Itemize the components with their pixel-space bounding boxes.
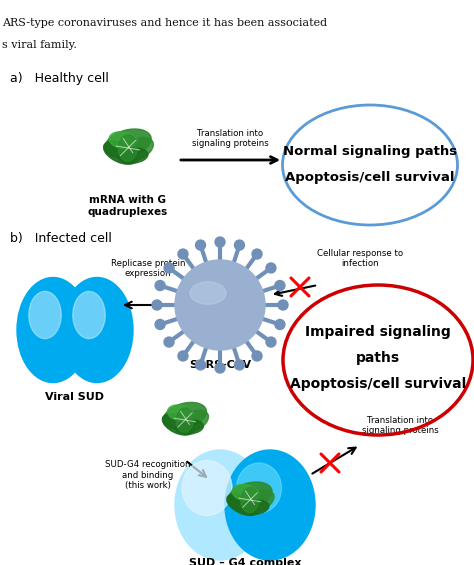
Text: SUD – G4 complex: SUD – G4 complex <box>189 558 301 565</box>
Ellipse shape <box>232 484 259 501</box>
Ellipse shape <box>175 420 203 434</box>
Ellipse shape <box>228 482 272 509</box>
Ellipse shape <box>105 129 151 158</box>
Text: Translation into
signaling proteins: Translation into signaling proteins <box>191 129 268 148</box>
Circle shape <box>278 300 288 310</box>
Circle shape <box>266 263 276 273</box>
Circle shape <box>178 249 188 259</box>
Text: Normal signaling paths: Normal signaling paths <box>283 146 457 159</box>
Circle shape <box>252 249 262 259</box>
Circle shape <box>215 363 225 373</box>
Ellipse shape <box>61 277 133 383</box>
Circle shape <box>155 281 165 290</box>
Circle shape <box>155 319 165 329</box>
Text: Cellular response to
infection: Cellular response to infection <box>317 249 403 268</box>
Text: b)   Infected cell: b) Infected cell <box>10 232 112 245</box>
Circle shape <box>266 337 276 347</box>
Text: ARS-type coronaviruses and hence it has been associated: ARS-type coronaviruses and hence it has … <box>2 18 327 28</box>
Circle shape <box>275 281 285 290</box>
Ellipse shape <box>163 414 193 435</box>
Ellipse shape <box>118 137 154 162</box>
Text: paths: paths <box>356 351 400 365</box>
Ellipse shape <box>118 148 148 163</box>
Circle shape <box>215 237 225 247</box>
Circle shape <box>152 300 162 310</box>
Circle shape <box>175 260 265 350</box>
Circle shape <box>164 337 174 347</box>
Text: Apoptosis/cell survival: Apoptosis/cell survival <box>285 172 455 185</box>
Text: Viral SUD: Viral SUD <box>46 392 104 402</box>
Ellipse shape <box>167 405 194 421</box>
Text: SUD-G4 recognition
and binding
(this work): SUD-G4 recognition and binding (this wor… <box>105 460 191 490</box>
Text: mRNA with G
quadruplexes: mRNA with G quadruplexes <box>88 195 168 216</box>
Ellipse shape <box>240 490 274 514</box>
Text: s viral family.: s viral family. <box>2 40 77 50</box>
Circle shape <box>196 360 206 370</box>
Circle shape <box>164 263 174 273</box>
Text: SARS-CoV: SARS-CoV <box>189 360 251 370</box>
Text: Translation into
signaling proteins: Translation into signaling proteins <box>362 416 438 435</box>
Ellipse shape <box>182 460 232 515</box>
Circle shape <box>178 351 188 361</box>
Circle shape <box>275 319 285 329</box>
Ellipse shape <box>29 292 61 338</box>
Ellipse shape <box>176 408 194 432</box>
Ellipse shape <box>175 410 209 433</box>
Ellipse shape <box>118 134 137 161</box>
Ellipse shape <box>103 141 137 164</box>
Circle shape <box>235 240 245 250</box>
Ellipse shape <box>227 494 259 515</box>
Ellipse shape <box>237 463 282 513</box>
Ellipse shape <box>190 282 226 304</box>
Ellipse shape <box>225 450 315 560</box>
Ellipse shape <box>164 402 207 429</box>
Text: Apoptosis/cell survival: Apoptosis/cell survival <box>290 377 466 391</box>
Ellipse shape <box>241 488 259 512</box>
Text: Impaired signaling: Impaired signaling <box>305 325 451 339</box>
Ellipse shape <box>109 132 137 149</box>
Ellipse shape <box>240 500 269 515</box>
Circle shape <box>252 351 262 361</box>
Ellipse shape <box>73 292 105 338</box>
Ellipse shape <box>175 450 265 560</box>
Circle shape <box>196 240 206 250</box>
Text: Replicase protein
expression: Replicase protein expression <box>111 259 185 278</box>
Circle shape <box>235 360 245 370</box>
Ellipse shape <box>17 277 89 383</box>
Text: a)   Healthy cell: a) Healthy cell <box>10 72 109 85</box>
